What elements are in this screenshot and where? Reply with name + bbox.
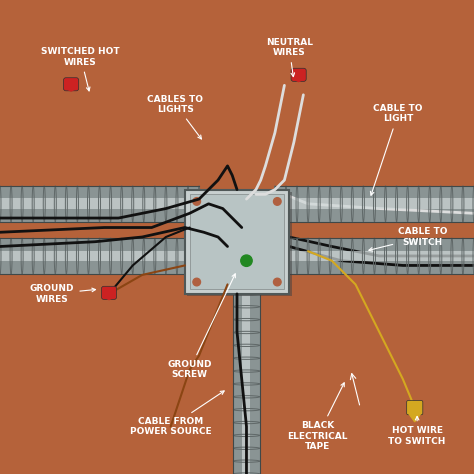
FancyBboxPatch shape bbox=[190, 194, 284, 289]
Circle shape bbox=[273, 198, 281, 205]
Polygon shape bbox=[409, 413, 421, 422]
Circle shape bbox=[193, 278, 201, 286]
FancyBboxPatch shape bbox=[275, 251, 474, 261]
FancyBboxPatch shape bbox=[185, 190, 289, 294]
FancyBboxPatch shape bbox=[0, 238, 199, 274]
Text: GROUND
SCREW: GROUND SCREW bbox=[167, 274, 236, 379]
FancyBboxPatch shape bbox=[275, 186, 474, 222]
Text: SWITCHED HOT
WIRES: SWITCHED HOT WIRES bbox=[41, 47, 120, 91]
Text: CABLES TO
LIGHTS: CABLES TO LIGHTS bbox=[147, 95, 203, 139]
FancyBboxPatch shape bbox=[64, 78, 79, 91]
FancyBboxPatch shape bbox=[275, 199, 474, 209]
FancyBboxPatch shape bbox=[0, 186, 199, 222]
Text: GROUND
WIRES: GROUND WIRES bbox=[30, 284, 96, 303]
Circle shape bbox=[273, 278, 281, 286]
FancyBboxPatch shape bbox=[275, 238, 474, 274]
FancyBboxPatch shape bbox=[187, 192, 292, 296]
Polygon shape bbox=[104, 297, 114, 300]
FancyBboxPatch shape bbox=[0, 251, 199, 261]
FancyBboxPatch shape bbox=[291, 68, 306, 82]
FancyBboxPatch shape bbox=[407, 401, 423, 415]
FancyBboxPatch shape bbox=[0, 199, 199, 209]
FancyBboxPatch shape bbox=[233, 294, 260, 474]
Text: BLACK
ELECTRICAL
TAPE: BLACK ELECTRICAL TAPE bbox=[287, 383, 348, 451]
Text: CABLE TO
LIGHT: CABLE TO LIGHT bbox=[370, 104, 423, 195]
Text: HOT WIRE
TO SWITCH: HOT WIRE TO SWITCH bbox=[388, 416, 446, 446]
Polygon shape bbox=[66, 89, 76, 91]
Text: CABLE FROM
POWER SOURCE: CABLE FROM POWER SOURCE bbox=[130, 391, 224, 436]
Circle shape bbox=[193, 198, 201, 205]
Text: CABLE TO
SWITCH: CABLE TO SWITCH bbox=[369, 228, 447, 251]
Polygon shape bbox=[293, 79, 304, 82]
Text: NEUTRAL
WIRES: NEUTRAL WIRES bbox=[265, 38, 313, 77]
FancyBboxPatch shape bbox=[101, 286, 117, 300]
Circle shape bbox=[241, 255, 252, 266]
FancyBboxPatch shape bbox=[243, 294, 250, 474]
